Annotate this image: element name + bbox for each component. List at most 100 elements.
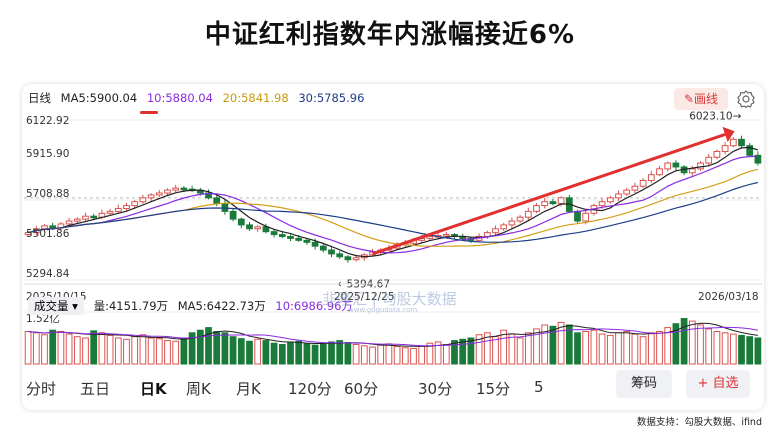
volume-bar — [123, 338, 130, 365]
volume-bar — [582, 331, 590, 365]
volume-bar — [746, 336, 754, 365]
tab-period-0[interactable]: 分时 — [26, 380, 57, 398]
volume-bar — [32, 332, 40, 365]
candle-body — [639, 179, 647, 187]
tab-period-6[interactable]: 60分 — [344, 380, 379, 398]
candle-body — [114, 207, 122, 212]
ma5-line — [27, 146, 759, 258]
volume-bar — [360, 345, 368, 365]
volume-bar — [73, 336, 81, 365]
volume-bar — [336, 340, 344, 365]
kline-chart[interactable]: 6122.92 5915.90 5708.88 5501.86 5294.84 6023.… — [22, 84, 764, 410]
candle-body — [582, 212, 590, 222]
candle-body — [352, 257, 360, 261]
volume-bar — [24, 331, 32, 365]
price-tick-1: 5915.90 — [26, 148, 69, 160]
volume-bar — [328, 341, 335, 365]
candle-body — [82, 215, 89, 220]
candle-body — [672, 162, 680, 168]
vol-ma5-value: MA5:6422.73万 — [177, 299, 266, 313]
candle-body — [442, 234, 450, 237]
candle-body — [697, 162, 704, 170]
volume-bar — [672, 323, 680, 365]
volume-bar — [574, 332, 581, 365]
candle-body — [139, 197, 147, 203]
volume-bar — [631, 333, 639, 365]
volume-bar — [237, 338, 245, 365]
tab-period-7[interactable]: 30分 — [418, 380, 453, 398]
data-source: 数据支持：勾股大数据、ifind — [636, 417, 762, 428]
volume-bar — [434, 341, 442, 365]
candle-body — [287, 235, 294, 239]
price-tick-2: 5708.88 — [26, 188, 69, 200]
candle-body — [123, 205, 130, 209]
candle-body — [328, 249, 335, 255]
volume-bar — [483, 332, 491, 365]
volume-bar — [254, 338, 262, 365]
volume-bar — [369, 346, 376, 365]
volume-legend: 成交量 ▾ 量:4151.79万 MA5:6422.73万 10:6986.96… — [28, 297, 353, 315]
volume-bar — [229, 336, 237, 365]
volume-bar — [688, 320, 696, 365]
candle-body — [106, 210, 114, 214]
volume-bar — [106, 334, 114, 365]
tab-period-9[interactable]: 5 — [534, 378, 544, 396]
volume-bar — [65, 333, 73, 365]
tab-period-2[interactable]: 日K — [140, 380, 167, 398]
candle-body — [705, 156, 713, 164]
volume-bar — [221, 332, 229, 365]
chips-button[interactable]: 筹码 — [616, 370, 672, 398]
volume-bar — [664, 327, 672, 365]
volume-bar — [205, 327, 212, 365]
price-tick-3: 5501.86 — [26, 228, 70, 240]
candle-body — [65, 220, 73, 225]
indicator-select[interactable]: 成交量 ▾ — [28, 297, 84, 315]
volume-bar — [705, 328, 713, 365]
candle-body — [73, 218, 81, 222]
candle-body — [246, 224, 253, 230]
tab-period-1[interactable]: 五日 — [80, 380, 111, 398]
gear-icon[interactable] — [736, 89, 756, 109]
volume-bar — [385, 343, 393, 365]
volume-bar — [139, 334, 147, 365]
candle-body — [746, 145, 754, 156]
ma30-line — [27, 181, 759, 243]
volume-bar — [647, 332, 655, 365]
volume-bar — [721, 332, 729, 365]
draw-line-button[interactable]: ✎画线 — [674, 88, 728, 110]
candle-body — [688, 168, 696, 174]
candle-body — [754, 154, 762, 164]
tab-period-8[interactable]: 15分 — [476, 380, 511, 398]
tab-period-5[interactable]: 120分 — [288, 380, 332, 398]
volume-bar — [623, 331, 631, 365]
candle-body — [24, 232, 32, 236]
volume-bar — [147, 337, 155, 365]
volume-bar — [303, 343, 311, 365]
candle-body — [615, 193, 622, 199]
volume-bar — [352, 344, 360, 365]
tab-period-3[interactable]: 周K — [186, 380, 211, 398]
volume-bar — [442, 344, 450, 365]
ma10-value: 10:5880.04 — [146, 91, 213, 105]
volume-bar — [418, 345, 426, 365]
volume-bar — [131, 336, 139, 365]
volume-bar — [639, 336, 647, 365]
candle-body — [598, 201, 606, 207]
add-watchlist-button[interactable]: + 自选 — [686, 370, 750, 398]
candle-body — [213, 197, 221, 205]
candle-body — [721, 145, 729, 152]
active-period-indicator — [140, 111, 158, 114]
volume-bar — [426, 342, 434, 365]
candle-body — [492, 228, 499, 234]
date-tick-2: 2026/03/18 — [698, 291, 759, 303]
candle-body — [623, 189, 631, 195]
volume-bar — [697, 324, 704, 365]
volume-bar — [549, 325, 557, 365]
candle-body — [508, 220, 516, 226]
volume-value: 量:4151.79万 — [93, 299, 169, 313]
volume-bar — [180, 337, 188, 365]
volume-bar — [213, 331, 221, 365]
volume-bar — [82, 337, 89, 365]
tab-period-4[interactable]: 月K — [236, 380, 261, 398]
candle-body — [295, 237, 303, 241]
